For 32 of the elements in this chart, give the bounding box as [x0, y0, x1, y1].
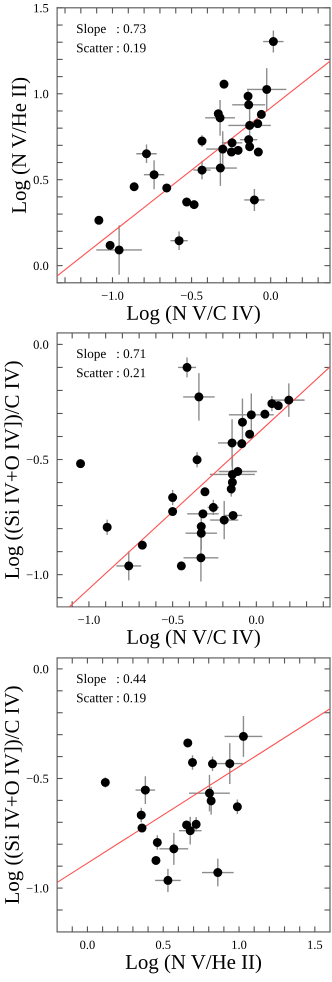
- annotation: Scatter : 0.19: [77, 693, 146, 702]
- x-tick-label: 0.0: [263, 292, 278, 300]
- annotation: Scatter : 0.21: [77, 368, 146, 378]
- y-tick-label: 0.5: [34, 176, 48, 184]
- y-tick-label: 0.0: [34, 664, 48, 674]
- y-tick-label: 0.0: [34, 340, 48, 349]
- y-tick-label: 0.0: [34, 262, 48, 270]
- x-tick-label: 0.5: [156, 940, 171, 950]
- y-axis-title: Log ((Si IV+O IV])/C IV): [4, 686, 24, 904]
- x-tick-label: −1.0: [78, 616, 100, 624]
- y-axis-title: Log (N V/He II): [11, 78, 30, 214]
- x-tick-label: 0.0: [80, 940, 95, 950]
- y-tick-label: 1.0: [34, 90, 48, 98]
- x-axis-title: Log (N V/C IV): [126, 629, 260, 648]
- x-axis-title: Log (N V/He II): [126, 954, 262, 974]
- y-axis-title: Log ((Si IV+O IV])/C IV): [4, 361, 24, 579]
- x-axis-title: Log (N V/C IV): [126, 305, 260, 324]
- x-tick-label: −0.5: [162, 616, 184, 624]
- x-tick-label: 0.0: [249, 616, 264, 624]
- y-tick-label: −0.5: [26, 774, 48, 784]
- y-tick-label: −1.0: [26, 570, 48, 580]
- y-tick-label: −0.5: [26, 456, 48, 464]
- annotation: Slope : 0.73: [77, 24, 146, 36]
- x-tick-label: −1.0: [102, 292, 124, 300]
- y-tick-label: −1.0: [26, 884, 48, 893]
- annotation: Slope : 0.71: [77, 348, 146, 361]
- x-tick-label: 1.5: [308, 940, 322, 950]
- x-tick-label: 1.0: [232, 940, 246, 950]
- y-tick-label: 1.5: [34, 4, 48, 12]
- annotation: Scatter : 0.19: [77, 44, 146, 52]
- annotation: Slope : 0.44: [77, 674, 146, 686]
- x-tick-label: −0.5: [180, 292, 202, 300]
